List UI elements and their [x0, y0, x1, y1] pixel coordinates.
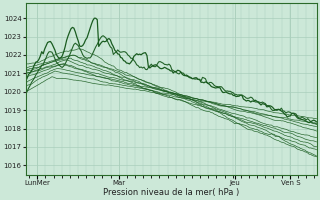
X-axis label: Pression niveau de la mer( hPa ): Pression niveau de la mer( hPa ) — [103, 188, 239, 197]
